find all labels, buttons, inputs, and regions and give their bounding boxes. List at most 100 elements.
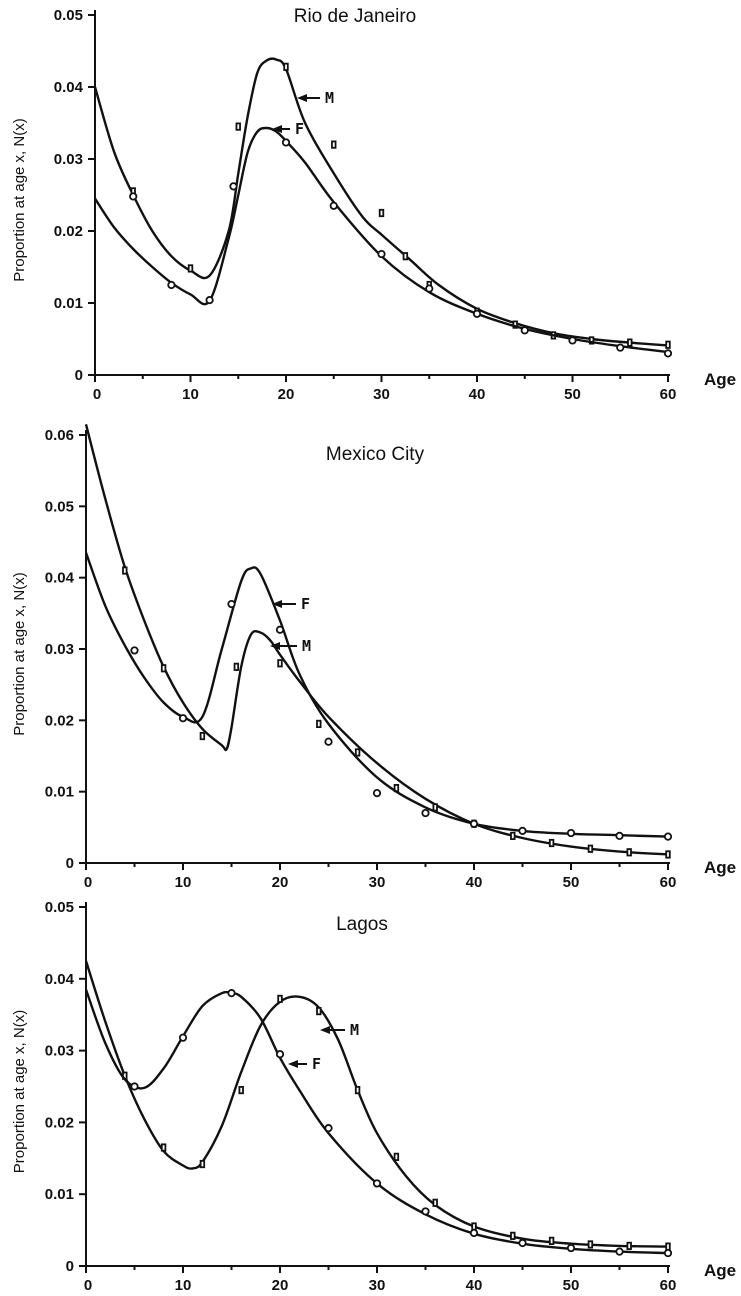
data-point-f <box>663 349 673 358</box>
y-tick-label: 0.02 <box>54 223 83 240</box>
y-tick-label: 0.04 <box>45 971 75 988</box>
data-point-m <box>160 664 167 673</box>
data-point-f <box>663 1248 673 1258</box>
x-tick-label: 50 <box>563 1277 580 1294</box>
chart-title: Rio de Janeiro <box>294 6 417 27</box>
data-point-m <box>235 122 241 131</box>
chart-panel-1: 0 0.01 0.02 0.03 0.04 0.05 0 10 20 30 40 50 60 Rio de… <box>11 6 736 403</box>
arrowhead-icon <box>297 94 307 102</box>
data-point-m <box>626 848 632 857</box>
data-point-m <box>199 1159 206 1169</box>
series-tag-m: M <box>350 1021 359 1039</box>
data-point-m <box>548 838 555 848</box>
data-point-m <box>665 850 671 859</box>
x-tick-label: 0 <box>84 1277 92 1294</box>
y-tick-label: 0.04 <box>54 79 84 96</box>
series-tag-m: M <box>325 89 334 107</box>
arrowhead-icon <box>320 1026 330 1034</box>
y-tick-label: 0 <box>75 367 83 384</box>
x-tick-label: 10 <box>175 1277 192 1294</box>
data-point-f <box>520 326 529 335</box>
data-point-f <box>469 1228 479 1238</box>
data-point-f <box>469 819 479 828</box>
data-point-m <box>588 336 595 345</box>
data-point-f <box>616 343 625 352</box>
data-point-m <box>587 1240 594 1249</box>
data-point-f <box>281 138 291 147</box>
data-point-m <box>122 566 128 575</box>
chart-title: Lagos <box>336 914 388 935</box>
data-point-f <box>167 280 176 290</box>
data-point-m <box>510 831 516 840</box>
data-point-m <box>548 1236 555 1245</box>
data-point-f <box>372 788 382 798</box>
data-point-f <box>615 1247 624 1256</box>
data-point-f <box>518 826 527 836</box>
series-line-f <box>84 552 669 838</box>
x-tick-label: 20 <box>272 1277 289 1294</box>
data-point-m <box>510 1231 516 1240</box>
data-point-m <box>665 340 671 349</box>
x-tick-label: 50 <box>563 874 580 891</box>
data-point-f <box>372 1179 382 1188</box>
data-point-f <box>227 599 236 609</box>
data-point-m <box>354 1085 361 1095</box>
data-point-f <box>275 625 285 634</box>
data-point-f <box>663 832 673 841</box>
data-point-m <box>626 1241 632 1250</box>
series-tag-f: F <box>301 595 310 613</box>
data-point-m <box>277 994 283 1004</box>
data-point-f <box>178 714 188 723</box>
y-tick-label: 0.05 <box>54 7 83 24</box>
x-tick-label: 60 <box>660 386 677 403</box>
arrowhead-icon <box>270 642 280 650</box>
data-point-f <box>472 309 482 318</box>
series-tag-f: F <box>312 1055 321 1073</box>
series-line-m <box>93 57 669 347</box>
data-point-m <box>354 748 361 757</box>
series-line-f <box>94 126 669 354</box>
y-tick-label: 0.02 <box>45 1114 74 1131</box>
y-tick-label: 0.01 <box>45 1186 74 1203</box>
x-axis-label: Age <box>704 370 736 389</box>
chart-panel-3: 0 0.01 0.02 0.03 0.04 0.05 0 10 20 30 40 50 60 Lagos A… <box>11 899 736 1294</box>
data-point-f <box>566 1243 576 1253</box>
arrowhead-icon <box>272 125 282 133</box>
y-axis-label: Proportion at age x, N(x) <box>11 572 28 735</box>
data-point-f <box>377 249 386 259</box>
series-line-f <box>84 989 669 1255</box>
series-line-m <box>84 960 669 1248</box>
data-point-m <box>402 252 409 261</box>
data-point-m <box>432 803 438 812</box>
x-tick-label: 60 <box>660 874 677 891</box>
y-axis-label: Proportion at age x, N(x) <box>11 1010 28 1173</box>
y-tick-label: 0 <box>66 1258 74 1275</box>
x-axis-label: Age <box>704 1261 736 1280</box>
data-point-f <box>324 737 333 746</box>
x-tick-label: 10 <box>182 386 199 403</box>
data-point-m <box>187 264 194 273</box>
data-point-m <box>316 719 322 729</box>
y-tick-label: 0.05 <box>45 498 74 515</box>
x-tick-label: 0 <box>84 874 92 891</box>
data-point-f <box>425 284 434 293</box>
y-tick-label: 0.03 <box>45 641 74 658</box>
data-point-m <box>627 338 633 347</box>
chart-panel-2: 0 0.01 0.02 0.03 0.04 0.05 0.06 0 10 20 30 40 50 60 Me… <box>11 424 736 891</box>
y-tick-label: 0.01 <box>54 295 83 312</box>
y-tick-label: 0.05 <box>45 899 74 916</box>
x-tick-label: 20 <box>272 874 289 891</box>
data-point-m <box>393 1152 400 1161</box>
y-tick-label: 0.06 <box>45 427 74 444</box>
series-tag-m: M <box>302 637 311 655</box>
x-tick-label: 20 <box>278 386 295 403</box>
data-point-f <box>130 646 139 655</box>
data-point-m <box>378 208 385 218</box>
data-point-m <box>160 1143 167 1152</box>
chart-title: Mexico City <box>326 444 425 465</box>
x-tick-label: 60 <box>660 1277 677 1294</box>
x-tick-label: 40 <box>469 386 486 403</box>
y-tick-label: 0 <box>66 855 74 872</box>
data-point-f <box>205 296 214 305</box>
